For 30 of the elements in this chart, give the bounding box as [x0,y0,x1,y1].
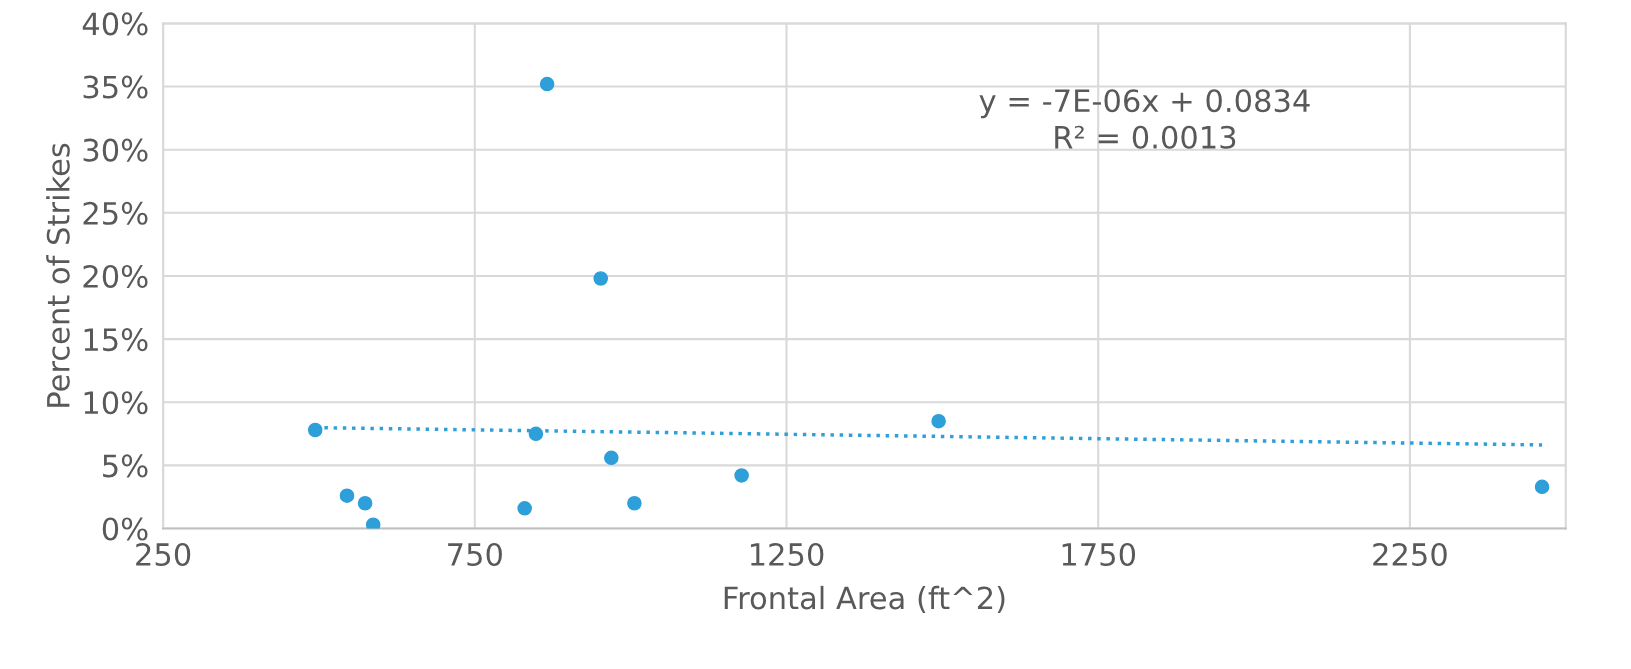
y-tick-label: 5% [103,454,148,478]
x-tick-label: 250 [136,542,191,567]
point [627,495,642,511]
point [357,495,373,511]
point [307,422,323,438]
y-tick-label: 25% [83,201,148,225]
point [1534,479,1550,495]
y-tick-label: 10% [84,391,148,415]
point [517,501,532,516]
x-tick-label: 1250 [750,542,824,567]
y-tick-label: 15% [84,328,148,352]
y-tick-label: 40% [82,12,148,36]
point [931,413,946,429]
y-tick-label: 35% [83,75,148,99]
point [365,517,381,529]
x-axis-title: Frontal Area (ft^2) [724,585,1005,614]
point [339,488,355,503]
x-tick-label: 2250 [1373,542,1447,567]
y-tick-label: 20% [83,264,148,289]
point [593,271,609,286]
y-tick-label: 0% [102,517,148,541]
x-tick-label: 750 [448,542,502,567]
point [528,426,544,442]
annotation: y = -7E-06x + 0.0834 R² = 0.0013 [979,89,1310,149]
point [734,468,749,483]
y-axis-title: Percent of Strikes [46,143,70,407]
y-tick-label: 30% [83,138,148,162]
x-tick-label: 1750 [1062,542,1136,567]
point [539,76,555,92]
point [604,450,619,466]
